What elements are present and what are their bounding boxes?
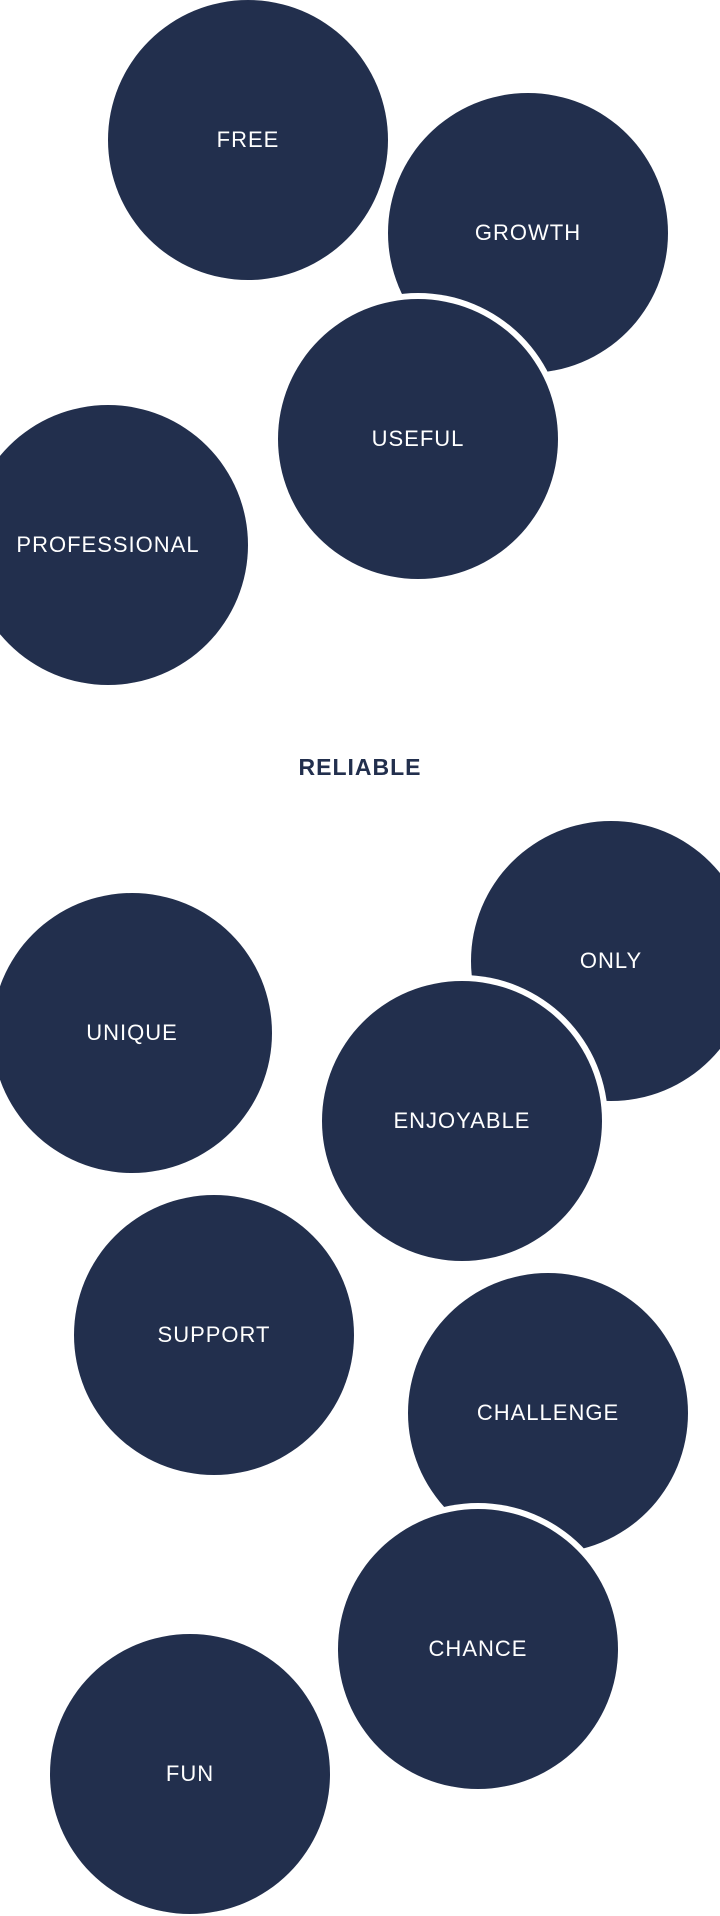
bubble-professional[interactable]: PROFESSIONAL bbox=[0, 405, 248, 685]
bubble-label-fun: FUN bbox=[165, 1761, 215, 1786]
bubble-support[interactable]: SUPPORT bbox=[74, 1195, 354, 1475]
bubble-label-enjoyable: ENJOYABLE bbox=[393, 1108, 531, 1133]
center-word-reliable: RELIABLE bbox=[298, 754, 422, 780]
bubble-unique[interactable]: UNIQUE bbox=[0, 893, 272, 1173]
bubble-label-professional: PROFESSIONAL bbox=[16, 532, 200, 557]
bubble-label-free: FREE bbox=[216, 127, 280, 152]
bubble-fun[interactable]: FUN bbox=[50, 1634, 330, 1914]
bubble-chance[interactable]: CHANCE bbox=[338, 1509, 618, 1789]
bubble-label-unique: UNIQUE bbox=[86, 1020, 178, 1045]
bubble-free[interactable]: FREE bbox=[108, 0, 388, 280]
bubble-label-useful: USEFUL bbox=[371, 426, 465, 451]
bubble-enjoyable[interactable]: ENJOYABLE bbox=[322, 981, 602, 1261]
bubble-challenge[interactable]: CHALLENGE bbox=[408, 1273, 688, 1553]
bubble-label-only: ONLY bbox=[579, 948, 643, 973]
bubble-label-growth: GROWTH bbox=[474, 220, 582, 245]
bubble-label-challenge: CHALLENGE bbox=[476, 1400, 620, 1425]
bubble-label-support: SUPPORT bbox=[157, 1322, 271, 1347]
bubble-useful[interactable]: USEFUL bbox=[278, 299, 558, 579]
bubble-label-chance: CHANCE bbox=[428, 1636, 528, 1661]
